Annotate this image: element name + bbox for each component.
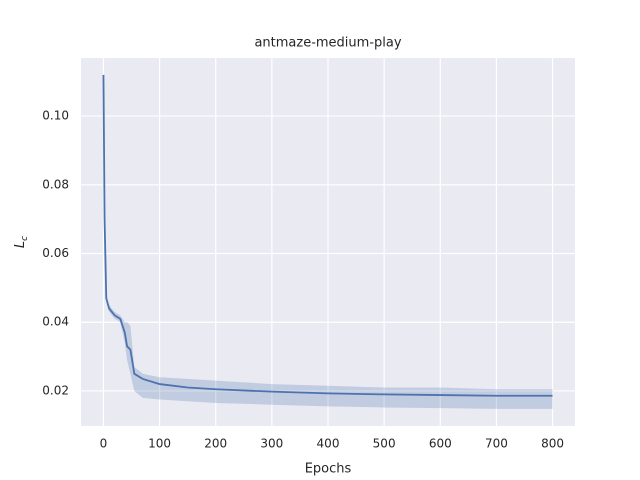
y-tick-label: 0.02 [42, 383, 69, 397]
x-tick-label: 400 [317, 437, 340, 451]
x-tick-label: 600 [429, 437, 452, 451]
y-tick-label: 0.06 [42, 246, 69, 260]
x-tick-label: 100 [148, 437, 171, 451]
y-tick-label: 0.04 [42, 315, 69, 329]
x-tick-label: 200 [204, 437, 227, 451]
x-axis-label: Epochs [305, 462, 352, 477]
y-axis-label-sub: c [20, 236, 30, 241]
confidence-band [103, 74, 553, 409]
x-tick-label: 300 [260, 437, 283, 451]
chart-title: antmaze-medium-play [254, 36, 401, 51]
y-axis-label-main: L [13, 241, 28, 248]
y-tick-label: 0.08 [42, 177, 69, 191]
line [102, 74, 553, 397]
x-tick-label: 800 [541, 437, 564, 451]
y-tick-label: 0.10 [42, 109, 69, 123]
x-tick-label: 0 [100, 437, 108, 451]
x-tick-label: 500 [373, 437, 396, 451]
y-axis-label: Lc [13, 236, 30, 248]
x-tick-label: 700 [485, 437, 508, 451]
